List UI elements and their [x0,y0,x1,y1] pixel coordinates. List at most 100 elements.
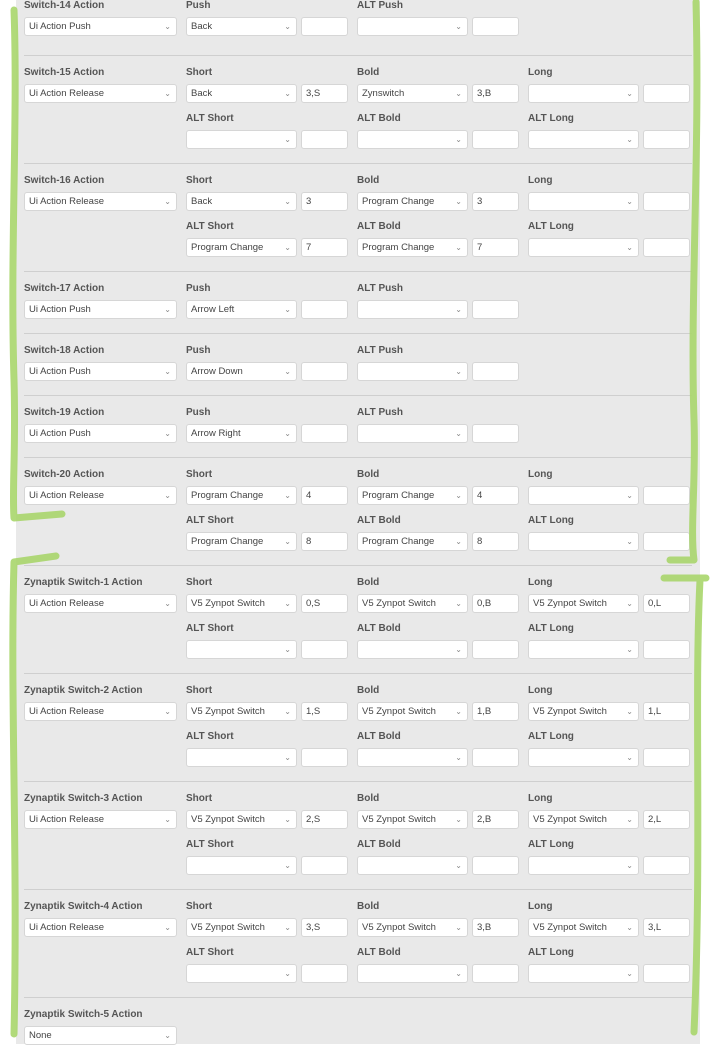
event-value-input[interactable] [301,130,348,149]
event-select[interactable]: ⌄ [357,856,468,875]
event-select[interactable]: Program Change ⌄ [357,192,468,211]
event-value-input[interactable]: 2,S [301,810,348,829]
event-select[interactable]: ⌄ [528,964,639,983]
event-value-input[interactable] [643,856,690,875]
event-value-input[interactable] [301,748,348,767]
event-value-input[interactable] [472,130,519,149]
event-value-input[interactable]: 4 [301,486,348,505]
event-select[interactable]: Back ⌄ [186,84,297,103]
event-select[interactable]: V5 Zynpot Switch ⌄ [186,594,297,613]
event-select[interactable]: Arrow Right ⌄ [186,424,297,443]
event-value-input[interactable]: 8 [301,532,348,551]
event-value-input[interactable] [301,300,348,319]
action-select[interactable]: Ui Action Release ⌄ [24,918,177,937]
event-select[interactable]: ⌄ [528,856,639,875]
action-select[interactable]: Ui Action Push ⌄ [24,300,177,319]
event-select[interactable]: Program Change ⌄ [357,486,468,505]
event-value-input[interactable]: 3 [301,192,348,211]
event-select[interactable]: V5 Zynpot Switch ⌄ [528,702,639,721]
event-select[interactable]: Program Change ⌄ [186,238,297,257]
event-value-input[interactable] [643,238,690,257]
event-select[interactable]: V5 Zynpot Switch ⌄ [186,810,297,829]
event-value-input[interactable]: 4 [472,486,519,505]
event-value-input[interactable] [643,640,690,659]
event-value-input[interactable] [472,424,519,443]
event-value-input[interactable] [301,424,348,443]
event-select[interactable]: V5 Zynpot Switch ⌄ [528,594,639,613]
event-value-input[interactable]: 1,L [643,702,690,721]
event-value-input[interactable]: 7 [301,238,348,257]
event-value-input[interactable]: 3,L [643,918,690,937]
event-value-input[interactable] [472,300,519,319]
event-select[interactable]: ⌄ [186,964,297,983]
event-select[interactable]: V5 Zynpot Switch ⌄ [357,702,468,721]
action-select[interactable]: Ui Action Release ⌄ [24,486,177,505]
event-select[interactable]: ⌄ [528,640,639,659]
event-select[interactable]: ⌄ [186,640,297,659]
event-value-input[interactable]: 0,B [472,594,519,613]
event-select[interactable]: V5 Zynpot Switch ⌄ [357,594,468,613]
action-select[interactable]: None ⌄ [24,1026,177,1045]
event-value-input[interactable] [301,856,348,875]
action-select[interactable]: Ui Action Push ⌄ [24,362,177,381]
event-value-input[interactable]: 1,B [472,702,519,721]
event-value-input[interactable]: 0,L [643,594,690,613]
event-value-input[interactable]: 8 [472,532,519,551]
event-value-input[interactable] [301,640,348,659]
event-value-input[interactable]: 3,S [301,84,348,103]
event-value-input[interactable] [643,532,690,551]
event-select[interactable]: V5 Zynpot Switch ⌄ [357,918,468,937]
event-value-input[interactable]: 2,B [472,810,519,829]
event-select[interactable]: ⌄ [357,130,468,149]
event-value-input[interactable] [472,964,519,983]
event-select[interactable]: Arrow Down ⌄ [186,362,297,381]
event-value-input[interactable] [472,748,519,767]
event-value-input[interactable]: 3 [472,192,519,211]
event-select[interactable]: V5 Zynpot Switch ⌄ [186,702,297,721]
event-value-input[interactable] [643,84,690,103]
event-value-input[interactable]: 1,S [301,702,348,721]
event-value-input[interactable]: 2,L [643,810,690,829]
event-select[interactable]: ⌄ [186,748,297,767]
event-value-input[interactable] [301,964,348,983]
action-select[interactable]: Ui Action Release ⌄ [24,702,177,721]
event-select[interactable]: ⌄ [357,748,468,767]
event-select[interactable]: V5 Zynpot Switch ⌄ [528,810,639,829]
event-select[interactable]: ⌄ [357,300,468,319]
event-select[interactable]: Zynswitch ⌄ [357,84,468,103]
event-select[interactable]: ⌄ [528,748,639,767]
action-select[interactable]: Ui Action Release ⌄ [24,810,177,829]
event-select[interactable]: V5 Zynpot Switch ⌄ [357,810,468,829]
event-value-input[interactable]: 3,S [301,918,348,937]
event-select[interactable]: ⌄ [186,856,297,875]
event-select[interactable]: ⌄ [186,130,297,149]
action-select[interactable]: Ui Action Push ⌄ [24,17,177,36]
event-value-input[interactable] [643,964,690,983]
event-value-input[interactable]: 0,S [301,594,348,613]
event-select[interactable]: ⌄ [357,640,468,659]
event-select[interactable]: Program Change ⌄ [357,238,468,257]
event-value-input[interactable] [301,362,348,381]
event-select[interactable]: Program Change ⌄ [186,532,297,551]
event-value-input[interactable] [643,130,690,149]
event-select[interactable]: V5 Zynpot Switch ⌄ [186,918,297,937]
action-select[interactable]: Ui Action Release ⌄ [24,594,177,613]
event-select[interactable]: ⌄ [528,192,639,211]
event-value-input[interactable] [472,362,519,381]
event-select[interactable]: Back ⌄ [186,17,297,36]
action-select[interactable]: Ui Action Release ⌄ [24,84,177,103]
event-select[interactable]: ⌄ [528,532,639,551]
event-select[interactable]: Arrow Left ⌄ [186,300,297,319]
event-select[interactable]: ⌄ [357,424,468,443]
event-select[interactable]: V5 Zynpot Switch ⌄ [528,918,639,937]
action-select[interactable]: Ui Action Push ⌄ [24,424,177,443]
event-select[interactable]: ⌄ [357,964,468,983]
action-select[interactable]: Ui Action Release ⌄ [24,192,177,211]
event-value-input[interactable] [472,856,519,875]
event-select[interactable]: ⌄ [357,362,468,381]
event-select[interactable]: ⌄ [357,17,468,36]
event-select[interactable]: Back ⌄ [186,192,297,211]
event-value-input[interactable]: 3,B [472,84,519,103]
event-value-input[interactable] [301,17,348,36]
event-select[interactable]: ⌄ [528,130,639,149]
